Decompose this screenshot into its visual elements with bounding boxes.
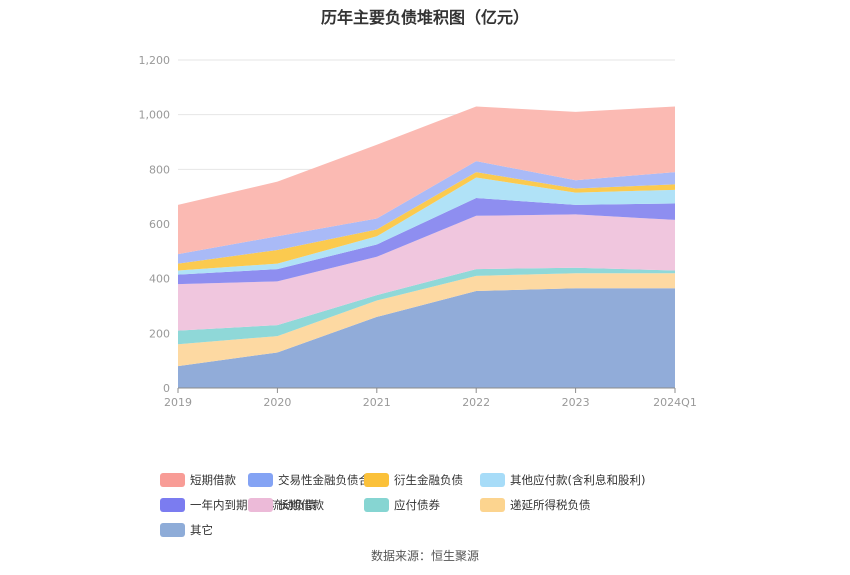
legend-swatch	[160, 473, 185, 487]
y-tick-label: 400	[149, 273, 170, 286]
legend-swatch	[480, 473, 505, 487]
legend-swatch	[480, 498, 505, 512]
x-tick-label: 2020	[263, 396, 291, 409]
area-series-8	[178, 106, 675, 255]
area-series-4	[178, 198, 675, 285]
x-tick-label: 2022	[462, 396, 490, 409]
legend-item[interactable]: 其它	[160, 522, 248, 538]
chart-title: 历年主要负债堆积图（亿元）	[320, 8, 529, 27]
data-source: 数据来源：恒生聚源	[370, 549, 479, 563]
area-series-3	[178, 214, 675, 331]
legend-label: 递延所得税负债	[510, 498, 591, 512]
x-tick-label: 2021	[363, 396, 391, 409]
area-series-5	[178, 177, 675, 275]
legend-swatch	[248, 498, 273, 512]
legend-label: 短期借款	[190, 473, 236, 487]
y-tick-label: 800	[149, 163, 170, 176]
area-series-0	[178, 288, 675, 388]
legend-swatch	[248, 473, 273, 487]
y-tick-label: 0	[163, 382, 170, 395]
legend-swatch	[160, 523, 185, 537]
legend-item[interactable]: 长期借款	[248, 497, 364, 513]
x-tick-label: 2023	[562, 396, 590, 409]
area-series-6	[178, 172, 675, 271]
area-series-7	[178, 161, 675, 264]
legend-item[interactable]: 一年内到期的非流动负债	[160, 497, 317, 513]
legend-item[interactable]: 其他应付款(含利息和股利)	[480, 472, 670, 488]
legend-label: 其它	[190, 523, 213, 537]
legend-label: 长期借款	[278, 498, 324, 512]
legend-label: 衍生金融负债	[394, 473, 463, 487]
y-tick-label: 200	[149, 327, 170, 340]
area-series-1	[178, 273, 675, 367]
legend-item[interactable]: 短期借款	[160, 472, 248, 488]
y-tick-label: 1,200	[139, 54, 171, 67]
legend-label: 交易性金融负债合计	[278, 473, 382, 487]
legend-swatch	[160, 498, 185, 512]
legend-swatch	[364, 473, 389, 487]
legend-item[interactable]: 递延所得税负债	[480, 497, 670, 513]
legend-item[interactable]: 应付债券	[364, 497, 480, 513]
axes: 0 200 400 600 800 1,000 1,200 2019 2020 2021 2022 2…	[139, 54, 697, 409]
legend-item[interactable]: 交易性金融负债合计	[248, 472, 382, 488]
y-tick-label: 600	[149, 218, 170, 231]
legend-label: 其他应付款(含利息和股利)	[510, 473, 646, 487]
legend-label: 应付债券	[394, 498, 440, 512]
x-tick-label: 2024Q1	[653, 396, 697, 409]
area-series-2	[178, 267, 675, 345]
x-tick-label: 2019	[164, 396, 192, 409]
legend-swatch	[364, 498, 389, 512]
legend-item[interactable]: 衍生金融负债	[364, 472, 480, 488]
y-tick-label: 1,000	[139, 109, 171, 122]
area-series	[178, 106, 675, 388]
